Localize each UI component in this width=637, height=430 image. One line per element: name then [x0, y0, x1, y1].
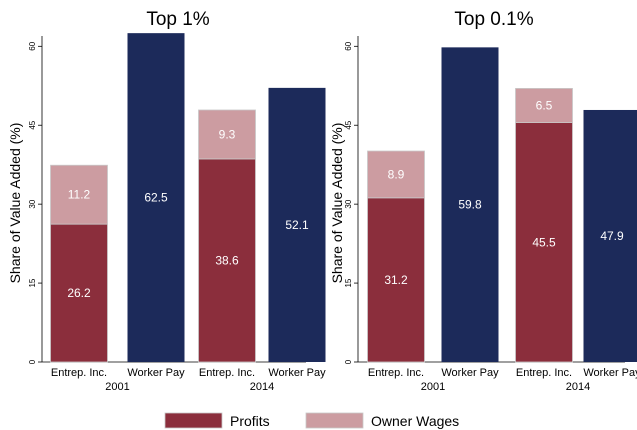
chart-title: Top 0.1% — [454, 9, 533, 30]
data-label: 38.6 — [215, 253, 239, 267]
data-label: 31.2 — [384, 273, 408, 287]
data-label: 9.3 — [219, 127, 236, 141]
y-tick-label: 30 — [28, 199, 37, 208]
bar-worker-pay — [127, 33, 185, 363]
legend-label: Owner Wages — [371, 413, 459, 429]
data-label: 6.5 — [536, 99, 553, 113]
x-group-label: 2014 — [566, 381, 590, 393]
y-tick-label: 45 — [28, 120, 37, 129]
bar-worker-pay — [583, 109, 637, 362]
bar-segment-owner-wages — [198, 109, 256, 160]
x-category-label: Worker Pay — [268, 367, 326, 379]
bar-segment-profits — [515, 122, 573, 363]
x-category-label: Worker Pay — [583, 367, 637, 379]
bar-segment-owner-wages — [367, 150, 425, 199]
y-tick-label: 15 — [28, 278, 37, 287]
legend-label: Profits — [230, 413, 270, 429]
y-tick-label: 0 — [344, 359, 353, 364]
y-tick-label: 60 — [28, 41, 37, 50]
y-axis-label: Share of Value Added (%) — [329, 123, 345, 284]
x-group-label: 2001 — [421, 381, 445, 393]
data-label: 8.9 — [388, 167, 405, 181]
legend-swatch — [164, 412, 223, 429]
bar-segment-profits — [50, 223, 108, 363]
data-label: 59.8 — [458, 198, 482, 212]
x-category-label: Entrep. Inc. — [51, 367, 107, 379]
y-tick-label: 30 — [344, 199, 353, 208]
y-tick-label: 60 — [344, 41, 353, 50]
bar-segment-profits — [367, 197, 425, 363]
chart-panel-top-01pct: Top 0.1% Share of Value Added (%) 0 15 30 45 6… — [329, 9, 637, 393]
bar-segment-owner-wages — [50, 164, 108, 225]
bar-segment-owner-wages — [515, 88, 573, 124]
y-tick-label: 15 — [344, 278, 353, 287]
data-label: 11.2 — [68, 188, 91, 202]
bar-worker-pay — [268, 87, 326, 363]
y-axis-label: Share of Value Added (%) — [7, 123, 23, 284]
y-tick-label: 0 — [28, 359, 37, 364]
data-label: 47.9 — [600, 229, 624, 243]
x-category-label: Worker Pay — [441, 367, 499, 379]
x-category-label: Entrep. Inc. — [199, 367, 255, 379]
x-group-label: 2001 — [105, 381, 129, 393]
data-label: 62.5 — [144, 191, 168, 205]
data-label: 52.1 — [285, 218, 309, 232]
chart-panel-top-1pct: Top 1% Share of Value Added (%) 0 15 30 45 60 2… — [7, 9, 326, 393]
data-label: 45.5 — [532, 235, 556, 249]
x-group-label: 2014 — [250, 381, 274, 393]
chart-title: Top 1% — [146, 9, 209, 30]
bar-worker-pay — [441, 47, 499, 363]
y-tick-label: 45 — [344, 120, 353, 129]
data-label: 26.2 — [67, 286, 91, 300]
x-category-label: Worker Pay — [127, 367, 185, 379]
x-category-label: Entrep. Inc. — [516, 367, 572, 379]
legend-swatch — [305, 412, 364, 429]
x-category-label: Entrep. Inc. — [368, 367, 424, 379]
legend: Profits Owner Wages — [164, 412, 459, 429]
